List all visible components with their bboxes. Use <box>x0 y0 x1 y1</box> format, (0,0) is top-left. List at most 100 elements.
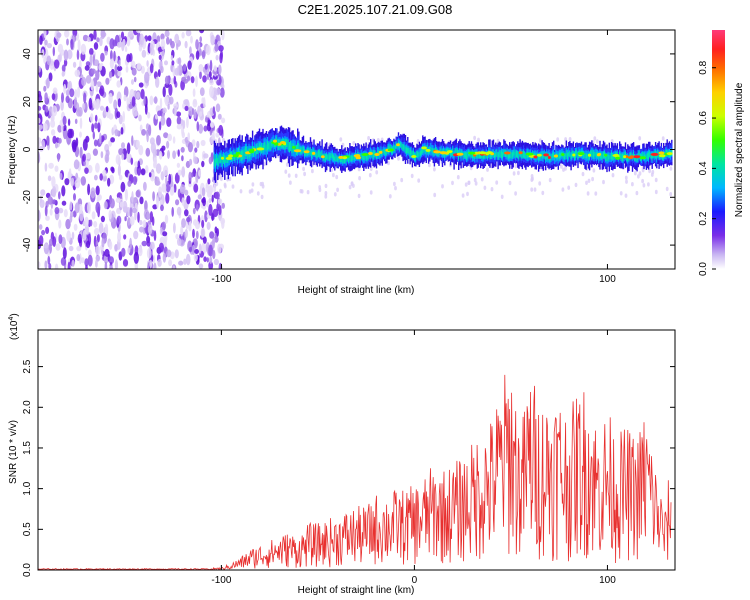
faint-cell <box>335 174 339 180</box>
faint-cell <box>538 181 542 186</box>
band-cell <box>411 151 414 159</box>
faint-cell <box>581 171 585 177</box>
faint-cell <box>591 176 594 182</box>
faint-cell <box>495 180 499 185</box>
noise-cell <box>47 175 52 182</box>
noise-cell <box>209 85 214 98</box>
peak-cell <box>658 154 666 158</box>
noise-cell <box>91 123 95 133</box>
faint-cell <box>568 137 572 142</box>
noise-cell <box>208 203 213 216</box>
faint-cell <box>514 191 517 196</box>
band-cell <box>337 157 339 163</box>
snr-scale-note: (x104) <box>8 313 20 340</box>
band-cell <box>269 141 271 151</box>
noise-cell <box>184 40 188 49</box>
colorbar-tick-label: 0.8 <box>698 60 709 74</box>
noise-cell <box>201 228 205 238</box>
noise-cell <box>87 249 92 257</box>
band-cell <box>522 150 525 158</box>
noise-cell <box>160 204 164 212</box>
noise-cell <box>183 78 188 84</box>
noise-cell <box>221 30 225 41</box>
band-cell <box>575 150 577 158</box>
noise-cell <box>90 113 94 123</box>
noise-cell <box>177 237 182 246</box>
band-cell <box>499 151 502 157</box>
noise-cell <box>133 76 137 83</box>
noise-cell <box>208 261 214 269</box>
noise-cell <box>85 135 90 143</box>
noise-cell <box>168 259 173 267</box>
colorbar-tick-label: 0.4 <box>698 161 709 175</box>
band-cell <box>630 152 632 158</box>
noise-cell <box>129 237 133 250</box>
heatmap-y-tick-label: -40 <box>22 237 33 252</box>
band-cell <box>613 154 615 160</box>
noise-cell <box>176 65 180 76</box>
band-cell <box>619 152 621 158</box>
noise-cell <box>155 163 162 174</box>
noise-cell <box>142 219 147 229</box>
noise-cell <box>150 241 155 250</box>
noise-cell <box>138 44 143 52</box>
noise-cell <box>69 201 73 211</box>
noise-cell <box>95 245 101 256</box>
band-cell <box>285 139 287 148</box>
noise-cell <box>63 83 67 94</box>
band-cell <box>402 144 404 151</box>
peak-cell <box>504 151 511 155</box>
noise-cell <box>221 202 225 209</box>
noise-cell <box>164 75 170 85</box>
band-cell <box>379 150 381 159</box>
band-cell <box>297 143 299 154</box>
noise-cell <box>51 105 58 117</box>
band-cell <box>461 150 463 156</box>
band-cell <box>416 150 418 158</box>
band-cell <box>627 155 629 162</box>
noise-cell <box>38 137 42 145</box>
noise-cell <box>145 165 149 174</box>
noise-cell <box>192 207 196 215</box>
noise-cell <box>195 39 199 50</box>
noise-cell <box>191 108 195 115</box>
noise-cell <box>156 197 159 209</box>
band-cell <box>454 148 456 156</box>
band-cell <box>605 153 607 162</box>
faint-cell <box>339 137 343 142</box>
noise-cell <box>164 60 168 66</box>
noise-cell <box>38 105 42 112</box>
heatmap-y-tick-label: 20 <box>22 96 33 108</box>
noise-cell <box>93 42 99 50</box>
noise-cell <box>184 209 189 217</box>
noise-cell <box>145 147 151 157</box>
noise-cell <box>157 110 162 117</box>
band-cell <box>364 153 366 161</box>
noise-cell <box>110 50 113 61</box>
noise-cell <box>181 32 185 39</box>
noise-cell <box>58 234 63 245</box>
noise-cell <box>127 31 134 38</box>
noise-cell <box>79 146 83 159</box>
noise-cell <box>189 46 192 55</box>
noise-cell <box>67 128 73 139</box>
noise-cell <box>87 201 91 214</box>
noise-cell <box>219 87 225 98</box>
faint-cell <box>592 168 596 173</box>
noise-cell <box>219 52 223 64</box>
noise-cell <box>186 195 191 205</box>
noise-cell <box>82 103 86 110</box>
faint-cell <box>239 189 243 194</box>
band-cell <box>650 153 652 158</box>
band-cell <box>569 151 571 157</box>
noise-cell <box>186 116 189 129</box>
faint-cell <box>350 181 354 186</box>
noise-cell <box>169 96 174 105</box>
noise-cell <box>116 41 122 48</box>
peak-cell <box>468 151 476 155</box>
noise-cell <box>217 243 222 254</box>
noise-cell <box>55 243 61 251</box>
snr-panel: -100 0 100 0.0 0.5 1.0 1.5 2.0 2.5 Height of str… <box>8 313 676 596</box>
faint-cell <box>433 192 437 198</box>
faint-cell <box>368 173 372 178</box>
